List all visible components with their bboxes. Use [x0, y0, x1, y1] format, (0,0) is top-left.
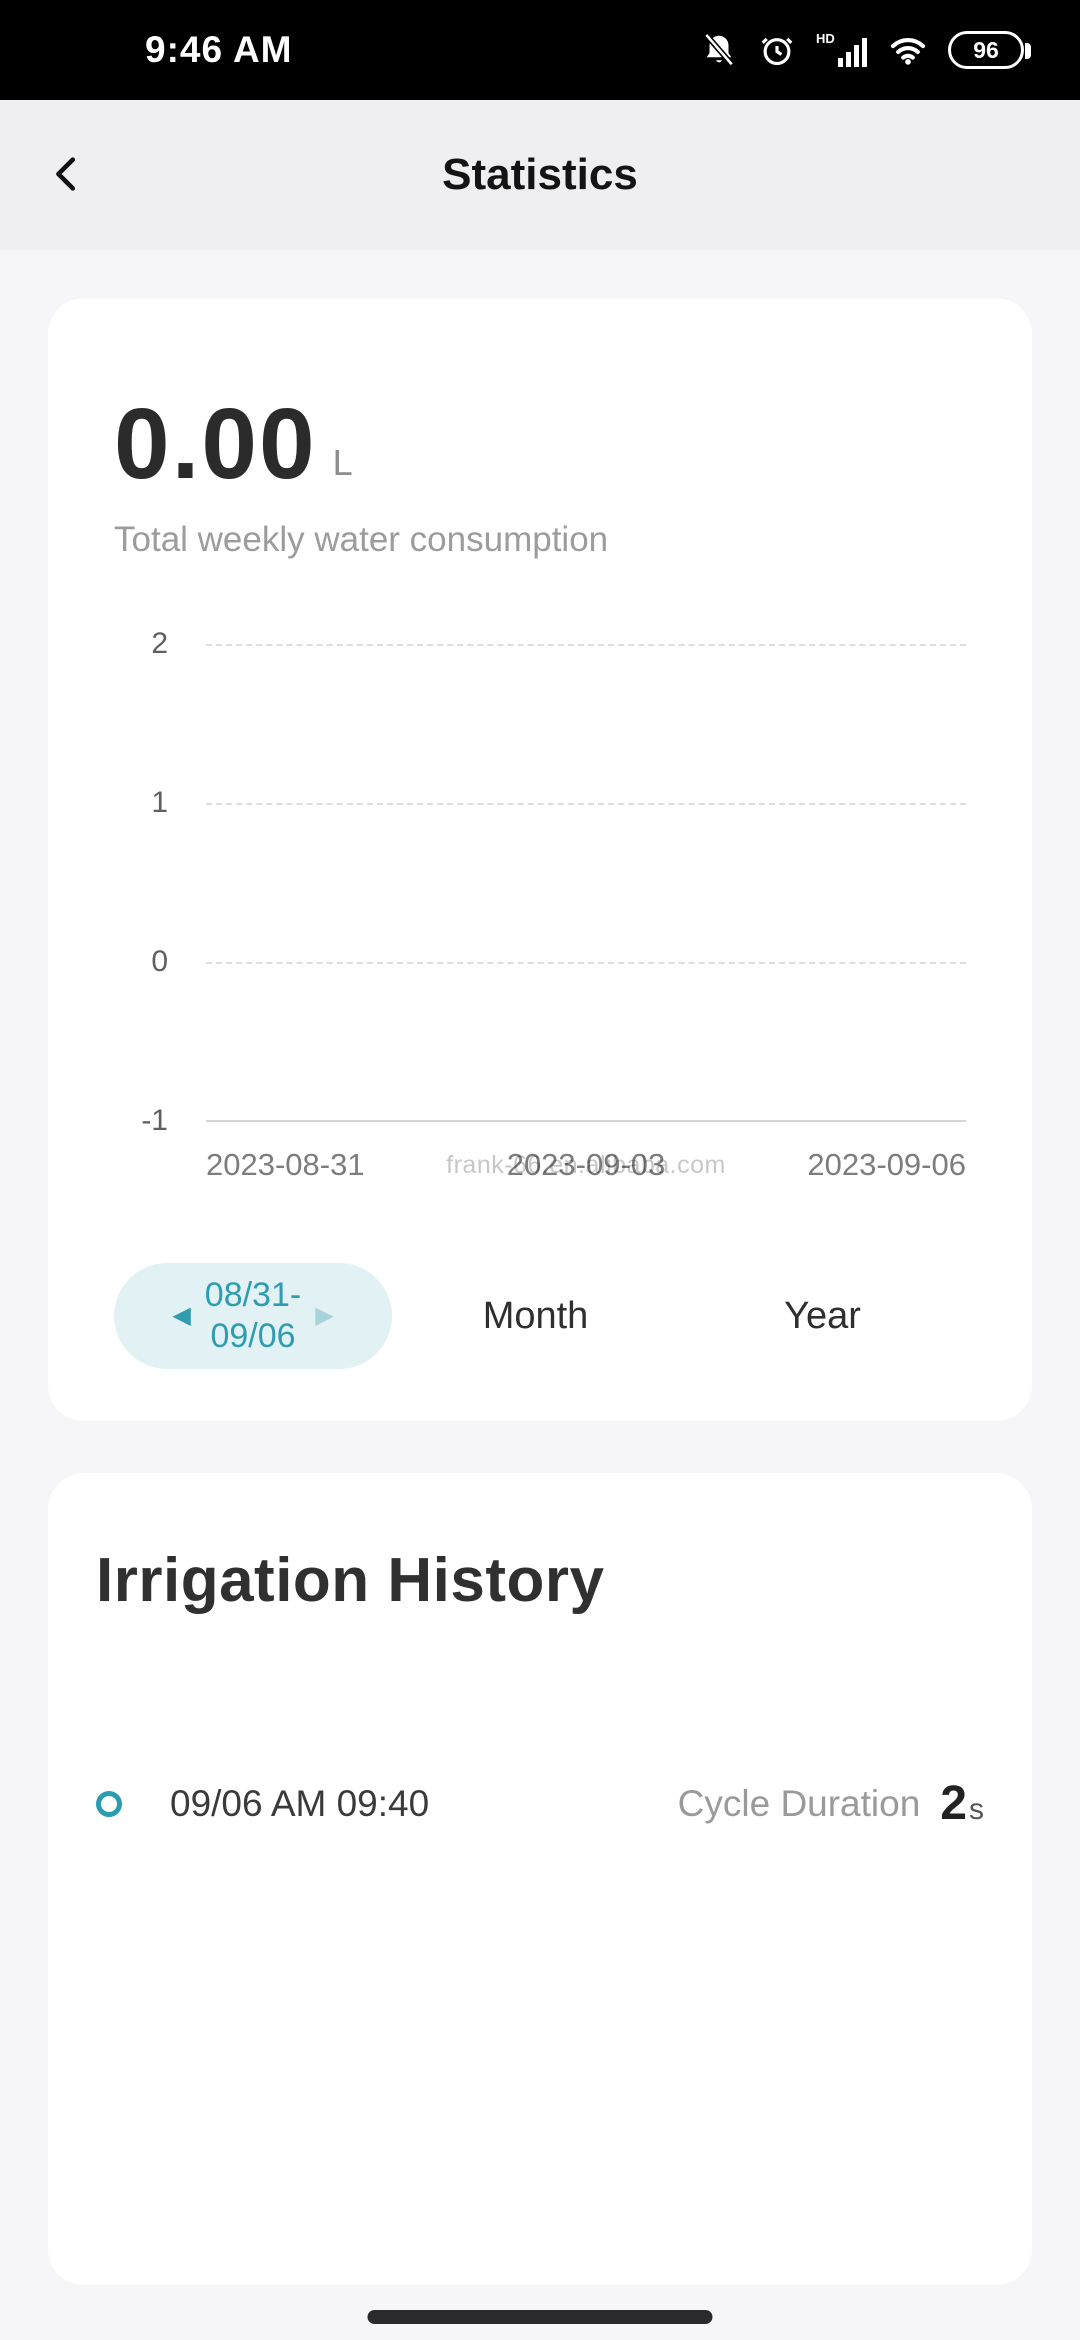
history-title: Irrigation History [96, 1546, 605, 1615]
cycle-time: 09/06 AM 09:40 [170, 1782, 430, 1824]
signal-bars-icon: HD [816, 30, 868, 70]
x-tick: 2023-08-31 [206, 1147, 365, 1182]
page-title: Statistics [442, 150, 638, 199]
status-icons: HD 96 [700, 30, 1031, 70]
cycle-ring-icon [96, 1790, 122, 1817]
chart-y-axis: 2 1 0 -1 [114, 627, 184, 1137]
battery-percent: 96 [973, 36, 999, 63]
wifi-icon [888, 31, 928, 69]
gridline [206, 644, 966, 646]
home-indicator-bar[interactable] [367, 2310, 713, 2324]
main-content: 0.00 L Total weekly water consumption 2 … [0, 250, 1080, 2285]
y-tick: -1 [141, 1104, 168, 1137]
cycle-duration-unit: s [969, 1793, 984, 1826]
x-tick: 2023-09-03 [506, 1147, 666, 1182]
next-range-icon[interactable]: ▶ [315, 1302, 334, 1329]
consumption-chart: 2 1 0 -1 [114, 627, 966, 1137]
status-time: 9:46 AM [145, 29, 293, 70]
prev-range-icon[interactable]: ◀ [172, 1302, 191, 1329]
x-tick: 2023-09-06 [807, 1147, 966, 1182]
y-tick: 1 [151, 786, 168, 819]
period-selector: ◀ 08/31- 09/06 ▶ Month Year [114, 1263, 966, 1369]
gridline [206, 962, 966, 964]
alarm-clock-icon [758, 31, 796, 69]
history-list-item[interactable]: 09/06 AM 09:40 Cycle Duration 2 s [96, 1776, 984, 1831]
cycle-duration-value: 2 [940, 1777, 967, 1830]
irrigation-history-card: Irrigation History 09/06 AM 09:40 Cycle … [48, 1473, 1032, 2285]
week-range-pill[interactable]: ◀ 08/31- 09/06 ▶ [114, 1263, 392, 1369]
week-range-label: 08/31- 09/06 [205, 1275, 301, 1357]
total-unit: L [332, 442, 353, 483]
week-range-line1: 08/31- [204, 1276, 302, 1315]
cycle-duration-value-group: 2 s [940, 1776, 984, 1831]
gridline [206, 803, 966, 805]
header: Statistics [0, 100, 1080, 250]
chevron-left-icon [45, 151, 91, 200]
bell-muted-icon [700, 31, 738, 69]
tab-month[interactable]: Month [392, 1295, 679, 1338]
svg-text:HD: HD [816, 31, 835, 46]
y-tick: 0 [151, 945, 168, 978]
total-value-row: 0.00 L [114, 388, 966, 500]
cycle-duration-label: Cycle Duration [677, 1782, 921, 1824]
tab-year[interactable]: Year [679, 1295, 966, 1338]
chart-plot-area [206, 644, 966, 1122]
back-button[interactable] [36, 143, 100, 207]
chart-x-axis: 2023-08-31 2023-09-03 2023-09-06 frank-6… [206, 1147, 966, 1183]
week-range-line2: 09/06 [210, 1317, 296, 1355]
y-tick: 2 [151, 627, 168, 660]
statistics-card: 0.00 L Total weekly water consumption 2 … [48, 298, 1032, 1421]
total-value: 0.00 [114, 388, 317, 500]
x-axis-line [206, 1120, 966, 1122]
status-bar: 9:46 AM HD [0, 0, 1080, 100]
battery-icon: 96 [948, 31, 1031, 69]
total-caption: Total weekly water consumption [114, 520, 609, 559]
